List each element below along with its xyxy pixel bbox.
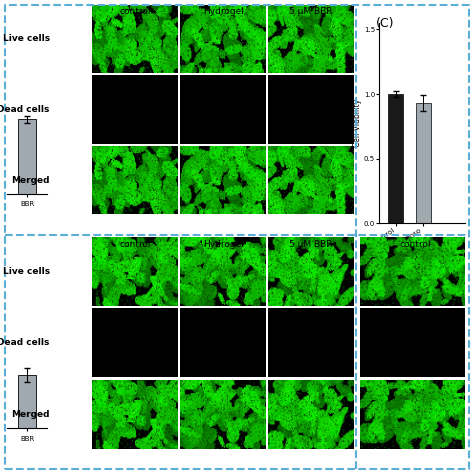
Bar bbox=[416, 103, 431, 223]
Bar bbox=[18, 375, 36, 428]
Bar bbox=[18, 119, 36, 194]
Text: Hydrogel: Hydrogel bbox=[203, 8, 244, 17]
Text: Live cells: Live cells bbox=[3, 267, 50, 276]
Text: Hydrogel: Hydrogel bbox=[203, 240, 244, 249]
Text: Merged: Merged bbox=[11, 410, 50, 419]
Text: 5 μM BBR: 5 μM BBR bbox=[289, 8, 333, 17]
Text: (C): (C) bbox=[376, 17, 394, 30]
Text: Live cells: Live cells bbox=[3, 35, 50, 43]
Text: 5 μM BBR: 5 μM BBR bbox=[289, 240, 333, 249]
Text: Merged: Merged bbox=[11, 176, 50, 184]
Text: Dead cells: Dead cells bbox=[0, 105, 50, 114]
Text: control: control bbox=[119, 8, 151, 17]
Text: control: control bbox=[399, 240, 430, 249]
Y-axis label: Cell Viability: Cell Viability bbox=[354, 99, 363, 147]
Text: control: control bbox=[119, 240, 151, 249]
Text: Dead cells: Dead cells bbox=[0, 338, 50, 347]
Bar bbox=[388, 94, 403, 223]
